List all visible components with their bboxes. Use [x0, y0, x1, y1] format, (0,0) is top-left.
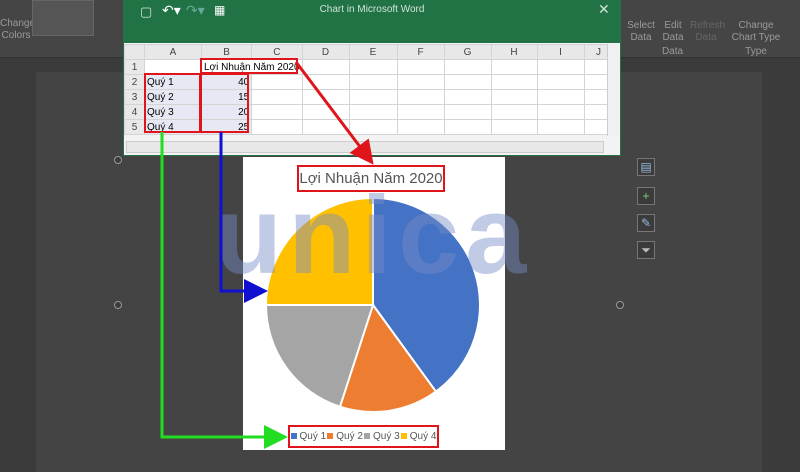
legend-swatch — [290, 433, 297, 439]
legend-swatch — [327, 433, 334, 439]
edit-in-excel-icon[interactable]: ▦ — [214, 3, 226, 17]
green-arrow — [160, 132, 288, 449]
data-group-label: Data — [661, 46, 684, 57]
pie-chart[interactable] — [243, 157, 505, 450]
chart-styles-brush-icon[interactable]: ✎ — [637, 214, 655, 232]
spreadsheet-grid[interactable]: A B C D E F G H I J 1 Lợi Nhuận Năm 2020 … — [124, 44, 614, 135]
excel-window: ▢ ↶▾ ↷▾ ▦ Chart in Microsoft Word ✕ A B … — [123, 0, 621, 156]
column-header[interactable]: C — [251, 44, 303, 60]
legend-swatch — [400, 433, 407, 439]
row-header[interactable]: 2 — [124, 74, 145, 90]
row-header[interactable]: 3 — [124, 89, 145, 105]
chart-filter-icon[interactable]: ⏷ — [637, 241, 655, 259]
legend-entry[interactable]: Quý 2 — [327, 431, 363, 442]
red-arrow — [294, 61, 374, 165]
chart-elements-plus-icon[interactable]: + — [637, 187, 655, 205]
close-icon[interactable]: ✕ — [598, 1, 610, 17]
vertical-scrollbar[interactable] — [607, 44, 620, 136]
resize-handle[interactable] — [114, 301, 122, 309]
legend-swatch — [364, 433, 371, 439]
annotation-arrows — [160, 61, 374, 449]
legend-entry[interactable]: Quý 4 — [400, 431, 437, 442]
save-icon[interactable]: ▢ — [140, 4, 153, 19]
legend-label: Quý 2 — [336, 431, 363, 442]
pie-slice-3[interactable] — [264, 304, 375, 409]
values-highlight-box — [200, 73, 249, 133]
cell-a2[interactable]: Quý 1 — [144, 74, 202, 90]
legend-entry[interactable]: Quý 1 — [290, 431, 327, 442]
refresh-data-button: Refresh Data — [690, 20, 726, 43]
change-chart-type-button[interactable]: Change Chart Type — [731, 20, 781, 43]
chart-area[interactable]: Lợi Nhuận Năm 2020 Quý 1 Quý 2 Quý 3 Quý 4 — [243, 157, 505, 450]
cell-b4[interactable]: 20 — [200, 104, 253, 120]
select-data-button[interactable]: Select Data — [627, 20, 655, 43]
pie-slice-2[interactable] — [338, 302, 438, 413]
chart-style-thumbnail[interactable] — [32, 0, 94, 36]
change-colors-button[interactable]: Change Colors — [0, 18, 36, 41]
legend-label: Quý 4 — [409, 431, 437, 442]
undo-icon[interactable]: ↶▾ — [162, 2, 181, 18]
cell-a4[interactable]: Quý 3 — [144, 104, 202, 120]
resize-handle[interactable] — [616, 301, 624, 309]
column-header[interactable]: H — [490, 44, 538, 60]
legend-label: Quý 3 — [373, 431, 400, 442]
edit-data-button[interactable]: Edit Data — [662, 20, 684, 43]
row-header[interactable]: 4 — [124, 104, 145, 120]
blue-arrow — [219, 132, 268, 303]
chart-title[interactable]: Lợi Nhuận Năm 2020 — [297, 165, 445, 192]
pie-slice-1[interactable] — [372, 196, 481, 393]
unica-watermark: unica — [215, 174, 533, 297]
column-header[interactable]: D — [301, 44, 350, 60]
excel-title-bar: ▢ ↶▾ ↷▾ ▦ Chart in Microsoft Word ✕ — [124, 1, 620, 43]
type-group-label: Type — [745, 46, 767, 57]
legend-entry[interactable]: Quý 3 — [364, 431, 400, 442]
title-highlight-box — [200, 58, 298, 74]
cell-b2[interactable]: 40 — [200, 74, 253, 90]
chart-legend[interactable]: Quý 1 Quý 2 Quý 3 Quý 4 — [288, 425, 439, 448]
column-header[interactable]: B — [200, 44, 253, 60]
window-title: Chart in Microsoft Word — [319, 4, 425, 15]
legend-label: Quý 1 — [299, 431, 327, 442]
column-header[interactable]: E — [348, 44, 398, 60]
redo-icon: ↷▾ — [186, 2, 205, 18]
resize-handle[interactable] — [114, 156, 122, 164]
row-header[interactable]: 5 — [124, 119, 145, 135]
layout-options-icon[interactable]: ▤ — [637, 158, 655, 176]
